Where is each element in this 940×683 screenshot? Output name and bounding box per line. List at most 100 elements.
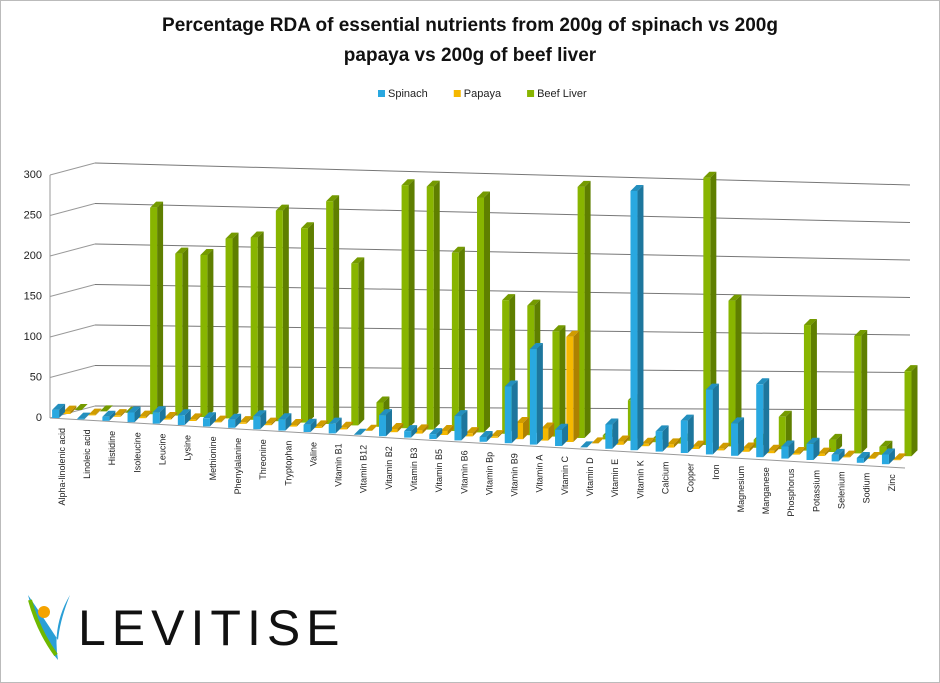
bar-group [893, 453, 907, 461]
bar-group [541, 422, 555, 441]
bar [88, 414, 96, 416]
x-tick-label: Calcium [660, 462, 670, 495]
bar-group [77, 412, 91, 420]
logo-icon [28, 595, 70, 660]
bar-group [868, 451, 882, 459]
bar-group [102, 410, 116, 421]
bar [630, 191, 638, 451]
bar-side [235, 413, 242, 428]
bar-side [562, 423, 569, 446]
bar [429, 434, 437, 439]
chart-title: Percentage RDA of essential nutrients fr… [162, 15, 778, 36]
y-tick-label: 0 [36, 412, 42, 424]
bar [792, 452, 800, 455]
bar-side [810, 319, 817, 451]
bar-group [477, 191, 491, 433]
bar-group [88, 408, 102, 416]
bar-top [328, 417, 342, 424]
bar-group [74, 404, 88, 410]
x-tick-label: Copper [686, 463, 696, 493]
x-tick-label: Sodium [862, 473, 872, 504]
bar-top [289, 418, 303, 425]
x-tick-label: Vitamin B6 [459, 450, 469, 493]
bar-group [300, 222, 314, 423]
bar-side [548, 422, 555, 441]
grid-line [94, 203, 911, 223]
bar-top [225, 232, 239, 239]
bar-group [326, 195, 340, 424]
bar-top [767, 444, 781, 451]
bar-top [756, 378, 770, 385]
bar-top [189, 413, 203, 420]
bar [803, 325, 811, 451]
bar-group [239, 416, 253, 424]
bar-side [170, 411, 177, 420]
bar-side [623, 435, 630, 445]
bar [842, 456, 850, 458]
bar [868, 457, 876, 459]
bar-top [803, 319, 817, 326]
bar-group [504, 380, 518, 444]
bar-side [799, 446, 806, 455]
bar-top [74, 404, 88, 410]
bar-side [536, 343, 543, 445]
grid-depth [49, 324, 96, 338]
bar-top [831, 448, 845, 455]
bar-top [680, 414, 694, 421]
y-tick-label: 200 [24, 250, 42, 262]
bar-side [221, 415, 228, 423]
bar-group [731, 417, 745, 456]
bar-group [781, 440, 795, 459]
bar-group [552, 325, 566, 437]
bar [189, 419, 197, 421]
bar [778, 416, 786, 450]
bar-group [529, 343, 543, 445]
bar-side [307, 222, 314, 423]
bar-side [673, 438, 680, 448]
x-tick-label: Histidine [107, 431, 117, 466]
bar-group [127, 406, 141, 423]
bar-side [257, 231, 264, 420]
bar [451, 252, 459, 431]
bar-group [264, 417, 278, 426]
grid-depth [49, 365, 96, 378]
bar-side [911, 365, 918, 457]
bar [516, 423, 524, 440]
bar [831, 454, 839, 462]
bar-group [163, 411, 177, 420]
bar-side [271, 417, 278, 426]
bar [113, 415, 121, 417]
bar-top [717, 442, 731, 449]
grid-depth [49, 162, 96, 176]
bar-group [680, 414, 694, 453]
bar [303, 424, 311, 432]
bar [555, 429, 563, 446]
bar-top [666, 438, 680, 445]
bar [479, 436, 487, 442]
bar [477, 197, 485, 433]
bar-side [486, 430, 493, 442]
bar-side [182, 247, 189, 416]
bar-top [842, 450, 856, 457]
x-tick-label: Vitamin Bp [484, 452, 494, 495]
bar [502, 300, 510, 434]
x-tick-label: Phosphorus [786, 468, 796, 517]
bar-top [404, 425, 418, 432]
bar-top [314, 420, 328, 427]
bar-top [303, 418, 317, 425]
bar-group [189, 413, 203, 421]
y-tick-label: 250 [24, 209, 42, 221]
bar [680, 420, 688, 453]
bar [250, 237, 258, 420]
bar-top [451, 246, 465, 253]
bar-group [228, 413, 242, 428]
bar-side [447, 424, 454, 435]
bar-top [516, 417, 530, 423]
bar [390, 428, 398, 433]
bar [326, 201, 334, 424]
bar [655, 431, 663, 452]
bar-side [559, 325, 566, 437]
bar-top [781, 440, 795, 447]
bar-group [692, 440, 706, 449]
bar [605, 424, 613, 449]
